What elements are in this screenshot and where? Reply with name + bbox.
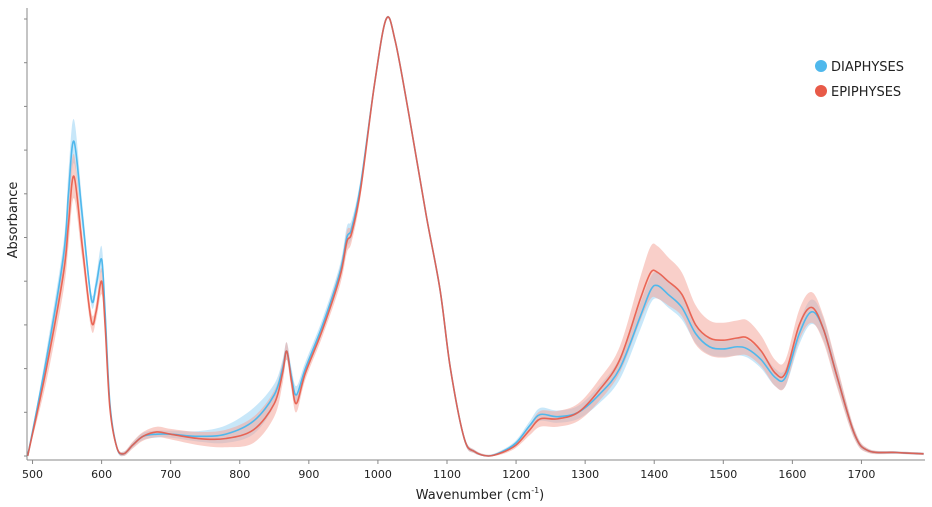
x-tick-label: 900	[298, 468, 319, 481]
series-lines	[26, 16, 924, 457]
x-tick-label: 1700	[847, 468, 875, 481]
x-tick-label: 1400	[640, 468, 668, 481]
x-axis-ticks: 500 600 700 800 900 1000 1100 1200 1300 1400 1500 1…	[22, 460, 875, 481]
x-tick-label: 700	[160, 468, 181, 481]
x-tick-label: 1200	[502, 468, 530, 481]
series-line-epiphyses	[26, 16, 924, 457]
series-line-diaphyses	[26, 16, 924, 457]
legend-marker-diaphyses	[815, 60, 827, 72]
band-diaphyses	[27, 15, 924, 457]
x-tick-label: 1600	[778, 468, 806, 481]
legend-label-diaphyses: DIAPHYSES	[831, 60, 904, 75]
x-axis-title-main: Wavenumber (cm	[416, 488, 531, 503]
x-tick-label: 500	[22, 468, 43, 481]
x-axis-title-close: )	[539, 488, 544, 503]
x-tick-label: 1300	[571, 468, 599, 481]
x-tick-label: 1500	[709, 468, 737, 481]
x-tick-label: 1100	[433, 468, 461, 481]
legend-label-epiphyses: EPIPHYSES	[831, 85, 901, 100]
legend: DIAPHYSES EPIPHYSES	[815, 60, 904, 100]
x-axis-title: Wavenumber (cm-1)	[416, 486, 545, 503]
x-axis-title-superscript: -1	[531, 486, 539, 495]
y-axis-ticks	[24, 18, 27, 457]
confidence-bands	[27, 15, 924, 457]
y-axis-title: Absorbance	[6, 182, 21, 259]
x-tick-label: 800	[229, 468, 250, 481]
x-tick-label: 600	[91, 468, 112, 481]
x-tick-label: 1000	[364, 468, 392, 481]
band-epiphyses	[27, 15, 924, 457]
legend-marker-epiphyses	[815, 85, 827, 97]
